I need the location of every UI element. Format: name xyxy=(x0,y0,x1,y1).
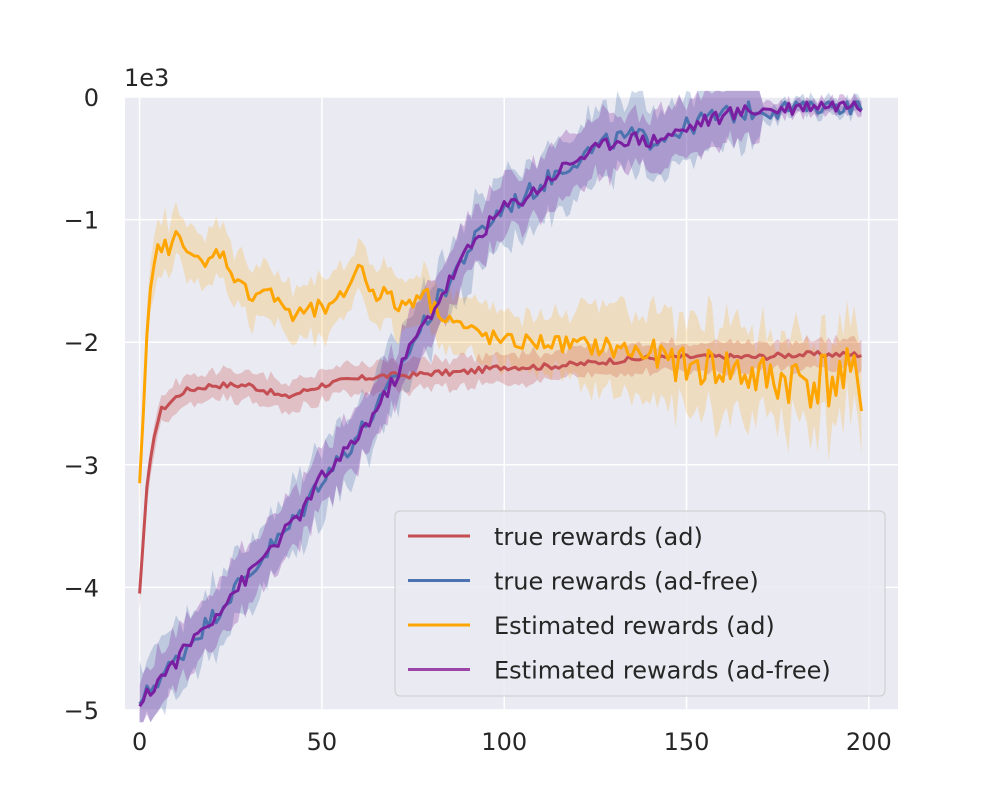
legend-label: Estimated rewards (ad) xyxy=(494,612,775,640)
line-series-3 xyxy=(138,100,863,708)
band-series-2 xyxy=(139,201,862,509)
y-axis-ticks: 0 −1 −2 −3 −4 −5 xyxy=(64,84,99,725)
x-axis-ticks: 0 50 100 150 200 xyxy=(132,728,892,756)
x-tick-label: 0 xyxy=(132,728,147,756)
series-lines xyxy=(138,100,863,708)
y-tick-label: −3 xyxy=(64,452,99,480)
line-series-0 xyxy=(138,350,862,594)
y-tick-label: 0 xyxy=(84,84,99,112)
y-tick-label: −5 xyxy=(64,697,99,725)
legend: true rewards (ad) true rewards (ad-free) E… xyxy=(394,510,886,697)
x-tick-label: 50 xyxy=(307,728,338,756)
band-series-0 xyxy=(139,334,862,611)
x-tick-label: 150 xyxy=(664,728,710,756)
y-tick-label: −4 xyxy=(64,574,99,602)
legend-label: true rewards (ad) xyxy=(494,523,703,551)
x-tick-label: 100 xyxy=(481,728,527,756)
legend-box xyxy=(394,510,886,697)
x-tick-label: 200 xyxy=(846,728,892,756)
y-tick-label: −1 xyxy=(64,207,99,235)
y-tick-label: −2 xyxy=(64,329,99,357)
line-series-2 xyxy=(138,230,863,484)
legend-label: true rewards (ad-free) xyxy=(494,568,759,596)
y-scale-label: 1e3 xyxy=(124,64,169,92)
legend-label: Estimated rewards (ad-free) xyxy=(494,657,831,685)
